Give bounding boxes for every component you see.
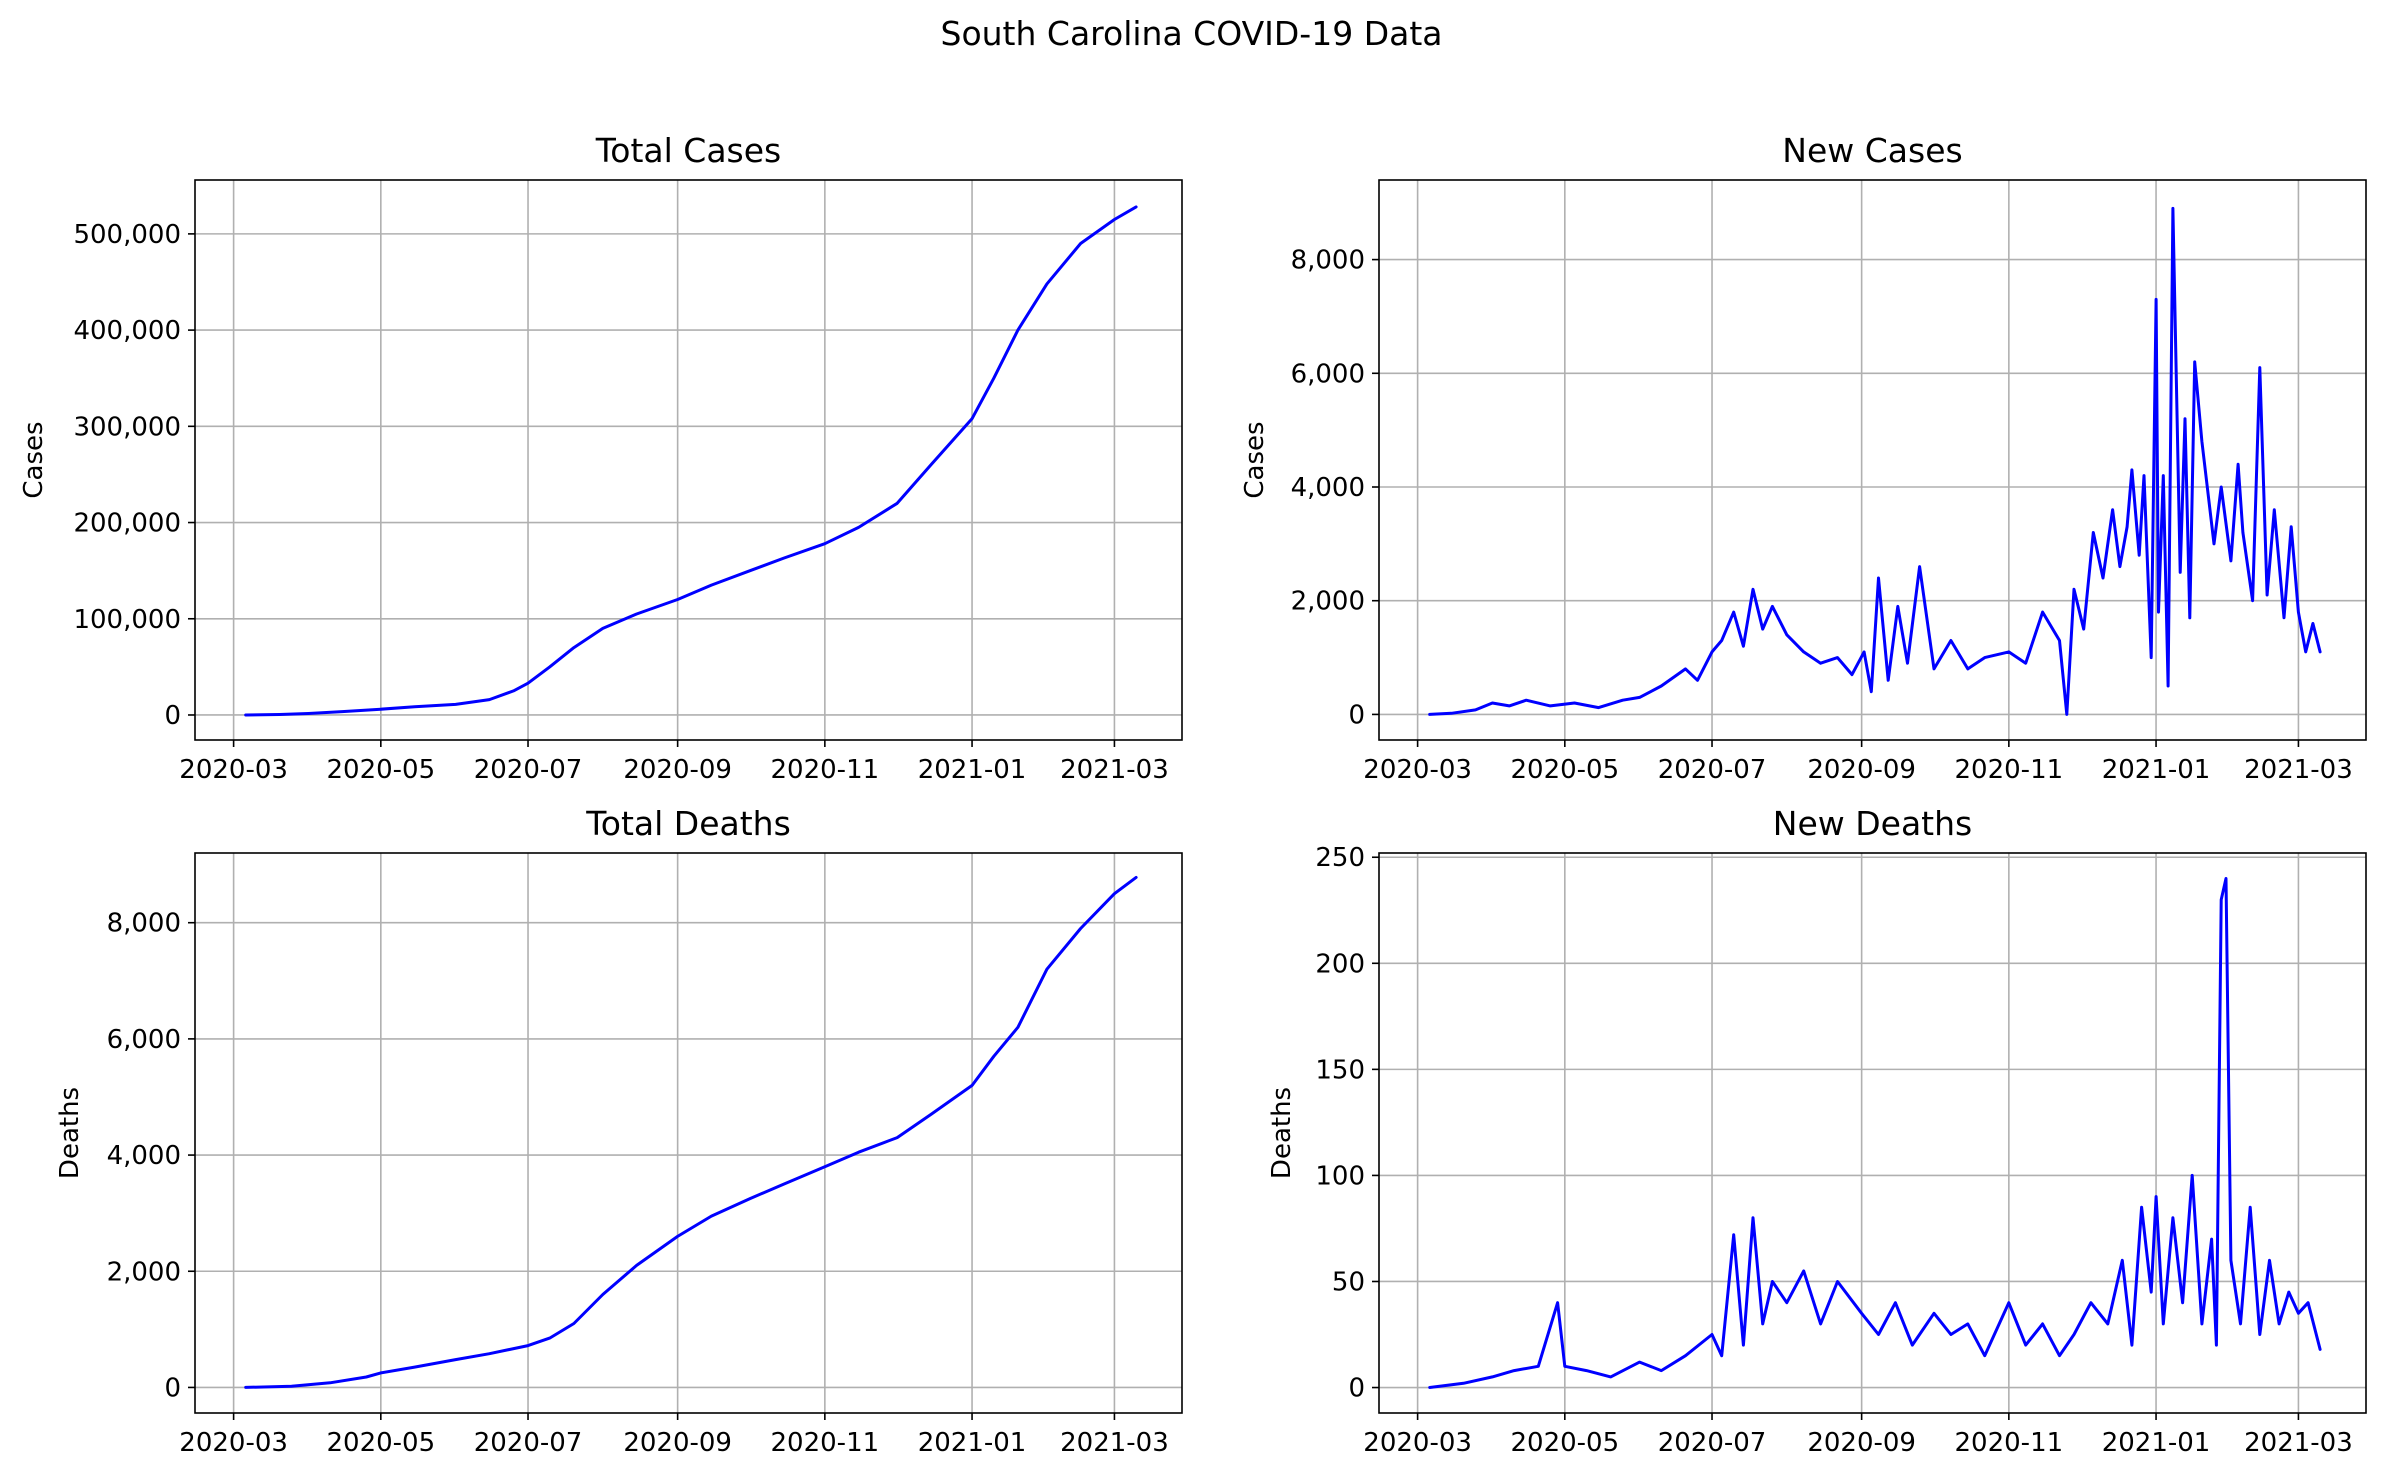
x-tick-label: 2021-03 bbox=[1060, 755, 1169, 785]
y-tick-label: 400,000 bbox=[73, 316, 181, 346]
x-tick-label: 2020-09 bbox=[623, 1428, 732, 1458]
x-tick-label: 2020-05 bbox=[1510, 1428, 1619, 1458]
x-tick-label: 2020-07 bbox=[474, 755, 583, 785]
axis-ticks: 2020-03 2020-05 2020-07 2020-09 2020-11 2021-… bbox=[107, 909, 1169, 1458]
x-tick-label: 2020-11 bbox=[771, 1428, 880, 1458]
x-tick-label: 2021-01 bbox=[2102, 1428, 2211, 1458]
x-tick-label: 2020-05 bbox=[326, 755, 435, 785]
grid-lines bbox=[195, 180, 1182, 740]
x-tick-label: 2021-01 bbox=[2102, 755, 2211, 785]
x-tick-label: 2020-11 bbox=[771, 755, 880, 785]
panel-total-deaths: Total Deaths Deaths 2020-03 2020-05 2020-0… bbox=[55, 804, 1183, 1458]
x-tick-label: 2020-03 bbox=[1363, 1428, 1472, 1458]
y-axis-label: Deaths bbox=[1267, 1087, 1297, 1179]
panel-new-cases: New Cases Cases 2020-03 2020-05 2020-07 202… bbox=[1240, 131, 2367, 785]
y-tick-label: 8,000 bbox=[1291, 246, 1365, 276]
y-tick-label: 4,000 bbox=[1291, 473, 1365, 503]
y-tick-label: 4,000 bbox=[107, 1141, 181, 1171]
x-tick-label: 2021-03 bbox=[2244, 1428, 2353, 1458]
x-tick-label: 2020-03 bbox=[179, 1428, 288, 1458]
x-tick-label: 2020-09 bbox=[1807, 755, 1916, 785]
axis-ticks: 2020-03 2020-05 2020-07 2020-09 2020-11 2021-… bbox=[1315, 843, 2352, 1458]
plot-frame bbox=[1378, 852, 2367, 1414]
x-tick-label: 2020-03 bbox=[1363, 755, 1472, 785]
plot-frame bbox=[194, 179, 1183, 741]
series-line bbox=[1428, 206, 2322, 716]
y-tick-label: 6,000 bbox=[107, 1025, 181, 1055]
figure-title: South Carolina COVID-19 Data bbox=[941, 14, 1443, 53]
x-tick-label: 2020-07 bbox=[1658, 755, 1767, 785]
panel-title: New Cases bbox=[1782, 131, 1962, 170]
series-line bbox=[244, 875, 1138, 1389]
x-tick-label: 2020-05 bbox=[1510, 755, 1619, 785]
x-tick-label: 2020-11 bbox=[1955, 1428, 2064, 1458]
panel-title: Total Deaths bbox=[585, 804, 791, 843]
y-tick-label: 100 bbox=[1315, 1161, 1365, 1191]
x-tick-label: 2020-07 bbox=[1658, 1428, 1767, 1458]
y-tick-label: 250 bbox=[1315, 843, 1365, 873]
panel-title: Total Cases bbox=[595, 131, 782, 170]
series-line bbox=[1428, 877, 2322, 1389]
panel-title: New Deaths bbox=[1773, 804, 1972, 843]
y-tick-label: 200 bbox=[1315, 949, 1365, 979]
x-tick-label: 2021-01 bbox=[918, 1428, 1027, 1458]
y-tick-label: 50 bbox=[1332, 1267, 1365, 1297]
y-tick-label: 100,000 bbox=[73, 605, 181, 635]
plot-frame bbox=[1378, 179, 2367, 741]
x-tick-label: 2020-09 bbox=[1807, 1428, 1916, 1458]
y-tick-label: 300,000 bbox=[73, 412, 181, 442]
x-tick-label: 2020-09 bbox=[623, 755, 732, 785]
y-tick-label: 0 bbox=[1348, 700, 1365, 730]
grid-lines bbox=[195, 853, 1182, 1413]
x-tick-label: 2020-03 bbox=[179, 755, 288, 785]
axis-ticks: 2020-03 2020-05 2020-07 2020-09 2020-11 2021-… bbox=[73, 220, 1168, 785]
grid-lines bbox=[1379, 180, 2366, 740]
y-tick-label: 2,000 bbox=[107, 1257, 181, 1287]
x-tick-label: 2021-01 bbox=[918, 755, 1027, 785]
y-tick-label: 2,000 bbox=[1291, 587, 1365, 617]
x-tick-label: 2020-07 bbox=[474, 1428, 583, 1458]
series-line bbox=[244, 205, 1138, 717]
y-tick-label: 0 bbox=[164, 1373, 181, 1403]
y-tick-label: 0 bbox=[1348, 1374, 1365, 1404]
axis-ticks: 2020-03 2020-05 2020-07 2020-09 2020-11 2021-… bbox=[1291, 246, 2353, 785]
x-tick-label: 2020-11 bbox=[1955, 755, 2064, 785]
grid-lines bbox=[1379, 853, 2366, 1413]
plot-frame bbox=[194, 852, 1183, 1414]
y-tick-label: 6,000 bbox=[1291, 359, 1365, 389]
y-axis-label: Cases bbox=[1240, 421, 1270, 498]
y-axis-label: Deaths bbox=[55, 1087, 85, 1179]
y-axis-label: Cases bbox=[19, 421, 49, 498]
y-tick-label: 150 bbox=[1315, 1055, 1365, 1085]
y-tick-label: 500,000 bbox=[73, 220, 181, 250]
y-tick-label: 200,000 bbox=[73, 509, 181, 539]
x-tick-label: 2021-03 bbox=[1060, 1428, 1169, 1458]
y-tick-label: 0 bbox=[164, 701, 181, 731]
x-tick-label: 2020-05 bbox=[326, 1428, 435, 1458]
x-tick-label: 2021-03 bbox=[2244, 755, 2353, 785]
panel-total-cases: Total Cases Cases 2020-03 2020-05 2020-07 2… bbox=[19, 131, 1183, 785]
panel-new-deaths: New Deaths Deaths 2020-03 2020-05 2020-07 2… bbox=[1267, 804, 2367, 1458]
y-tick-label: 8,000 bbox=[107, 909, 181, 939]
